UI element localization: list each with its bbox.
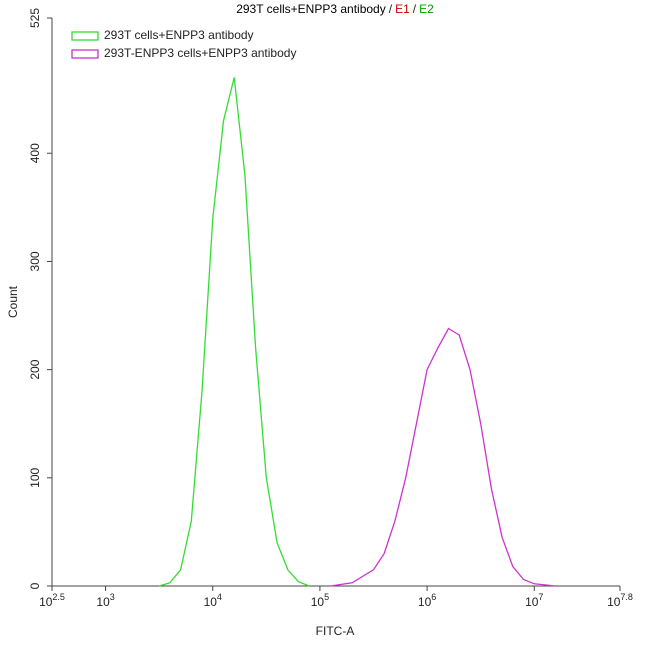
y-tick-label: 100 (28, 467, 42, 487)
tick-base: 10 (96, 595, 110, 609)
title-part: E1 (395, 2, 410, 16)
legend-swatch (71, 49, 99, 59)
legend-label: 293T-ENPP3 cells+ENPP3 antibody (104, 46, 296, 60)
y-tick-label: 200 (28, 359, 42, 379)
tick-power: 7.8 (620, 592, 633, 602)
tick-base: 10 (607, 595, 621, 609)
tick-base: 10 (311, 595, 325, 609)
tick-power: 3 (110, 592, 115, 602)
series-line (159, 77, 310, 587)
tick-base: 10 (204, 595, 218, 609)
x-tick-label: 105 (311, 592, 329, 609)
y-axis-label: Count (6, 285, 20, 318)
tick-power: 4 (217, 592, 222, 602)
y-tick-label: 525 (28, 8, 42, 28)
legend-swatch (71, 31, 99, 41)
chart-title: 293T cells+ENPP3 antibody / E1/E2 (236, 2, 434, 16)
tick-base: 10 (418, 595, 432, 609)
tick-power: 7 (538, 592, 543, 602)
x-tick-label: 102.5 (39, 592, 65, 609)
title-part: E2 (419, 2, 434, 16)
x-tick-label: 104 (204, 592, 222, 609)
y-tick-label: 0 (28, 582, 42, 589)
tick-base: 10 (525, 595, 539, 609)
x-tick-label: 106 (418, 592, 436, 609)
title-separator: / (413, 2, 417, 16)
x-axis-label: FITC-A (316, 624, 355, 638)
x-tick-label: 107 (525, 592, 543, 609)
tick-base: 10 (39, 595, 53, 609)
tick-power: 6 (431, 592, 436, 602)
y-tick-label: 400 (28, 143, 42, 163)
series-line (330, 327, 556, 587)
legend-label: 293T cells+ENPP3 antibody (104, 28, 254, 42)
tick-power: 2.5 (52, 592, 65, 602)
tick-power: 5 (324, 592, 329, 602)
title-separator: / (389, 2, 393, 16)
x-tick-label: 107.8 (607, 592, 633, 609)
y-tick-label: 300 (28, 251, 42, 271)
title-part: 293T cells+ENPP3 antibody (236, 2, 386, 16)
x-tick-label: 103 (96, 592, 114, 609)
